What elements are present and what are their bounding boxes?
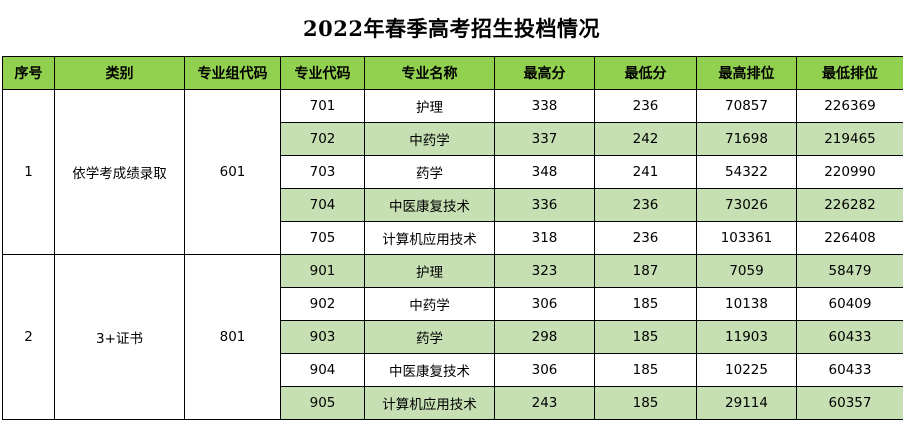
max-score-cell: 337 xyxy=(494,122,595,156)
max-score-cell: 348 xyxy=(494,155,595,189)
major-code-cell: 703 xyxy=(280,155,365,189)
group-category-cell: 3+证书 xyxy=(54,254,185,420)
max-score-cell: 306 xyxy=(494,287,595,321)
min-rank-cell: 60409 xyxy=(796,287,903,321)
header-max-rank: 最高排位 xyxy=(696,56,797,90)
header-min-score: 最低分 xyxy=(594,56,697,90)
max-rank-cell: 103361 xyxy=(696,221,797,255)
min-score-cell: 187 xyxy=(594,254,697,288)
header-row: 序号 类别 专业组代码 专业代码 专业名称 最高分 最低分 最高排位 最低排位 xyxy=(2,56,903,90)
major-name-cell: 药学 xyxy=(364,155,495,189)
major-name-cell: 中药学 xyxy=(364,122,495,156)
max-rank-cell: 71698 xyxy=(696,122,797,156)
header-index: 序号 xyxy=(2,56,55,90)
header-min-rank: 最低排位 xyxy=(796,56,903,90)
header-major-name: 专业名称 xyxy=(364,56,495,90)
max-rank-cell: 11903 xyxy=(696,320,797,354)
major-name-cell: 中医康复技术 xyxy=(364,353,495,387)
min-rank-cell: 226408 xyxy=(796,221,903,255)
min-rank-cell: 226369 xyxy=(796,89,903,123)
page-title: 2022年春季高考招生投档情况 xyxy=(303,16,600,41)
min-score-cell: 185 xyxy=(594,320,697,354)
major-name-cell: 护理 xyxy=(364,89,495,123)
table-row: 704 中医康复技术 336 236 73026 226282 xyxy=(3,188,903,222)
table-row: 904 中医康复技术 306 185 10225 60433 xyxy=(3,353,903,387)
max-score-cell: 318 xyxy=(494,221,595,255)
table-row: 702 中药学 337 242 71698 219465 xyxy=(3,122,903,156)
group-index-cell: 1 xyxy=(2,89,55,255)
major-name-cell: 计算机应用技术 xyxy=(364,221,495,255)
max-rank-cell: 7059 xyxy=(696,254,797,288)
max-rank-cell: 29114 xyxy=(696,386,797,420)
table-row: 705 计算机应用技术 318 236 103361 226408 xyxy=(3,221,903,255)
admission-table: 序号 类别 专业组代码 专业代码 专业名称 最高分 最低分 最高排位 最低排位 … xyxy=(2,56,903,420)
table-row: 905 计算机应用技术 243 185 29114 60357 xyxy=(3,386,903,420)
major-code-cell: 901 xyxy=(280,254,365,288)
header-major-code: 专业代码 xyxy=(280,56,365,90)
max-score-cell: 323 xyxy=(494,254,595,288)
major-code-cell: 903 xyxy=(280,320,365,354)
major-name-cell: 中医康复技术 xyxy=(364,188,495,222)
min-score-cell: 236 xyxy=(594,89,697,123)
group-code-cell: 801 xyxy=(184,254,281,420)
table-row: 903 药学 298 185 11903 60433 xyxy=(3,320,903,354)
max-rank-cell: 70857 xyxy=(696,89,797,123)
min-rank-cell: 219465 xyxy=(796,122,903,156)
table-row: 2 3+证书 801 901 护理 323 187 7059 58479 xyxy=(2,254,903,420)
min-score-cell: 236 xyxy=(594,221,697,255)
max-rank-cell: 10225 xyxy=(696,353,797,387)
min-rank-cell: 60357 xyxy=(796,386,903,420)
max-rank-cell: 54322 xyxy=(696,155,797,189)
min-rank-cell: 60433 xyxy=(796,320,903,354)
major-code-cell: 701 xyxy=(280,89,365,123)
min-rank-cell: 60433 xyxy=(796,353,903,387)
header-group-code: 专业组代码 xyxy=(184,56,281,90)
group-category-cell: 依学考成绩录取 xyxy=(54,89,185,255)
table-row: 1 依学考成绩录取 601 701 护理 338 236 70857 22636… xyxy=(2,89,903,255)
major-code-cell: 904 xyxy=(280,353,365,387)
min-score-cell: 236 xyxy=(594,188,697,222)
group-index-cell: 2 xyxy=(2,254,55,420)
min-score-cell: 185 xyxy=(594,287,697,321)
max-rank-cell: 10138 xyxy=(696,287,797,321)
max-rank-cell: 73026 xyxy=(696,188,797,222)
table-row: 703 药学 348 241 54322 220990 xyxy=(3,155,903,189)
max-score-cell: 336 xyxy=(494,188,595,222)
min-score-cell: 185 xyxy=(594,353,697,387)
group-code-cell: 601 xyxy=(184,89,281,255)
max-score-cell: 338 xyxy=(494,89,595,123)
major-name-cell: 计算机应用技术 xyxy=(364,386,495,420)
max-score-cell: 298 xyxy=(494,320,595,354)
major-name-cell: 中药学 xyxy=(364,287,495,321)
min-score-cell: 185 xyxy=(594,386,697,420)
min-score-cell: 242 xyxy=(594,122,697,156)
min-rank-cell: 58479 xyxy=(796,254,903,288)
major-name-cell: 药学 xyxy=(364,320,495,354)
max-score-cell: 243 xyxy=(494,386,595,420)
min-score-cell: 241 xyxy=(594,155,697,189)
max-score-cell: 306 xyxy=(494,353,595,387)
major-code-cell: 905 xyxy=(280,386,365,420)
major-code-cell: 705 xyxy=(280,221,365,255)
major-name-cell: 护理 xyxy=(364,254,495,288)
major-code-cell: 902 xyxy=(280,287,365,321)
major-code-cell: 702 xyxy=(280,122,365,156)
min-rank-cell: 226282 xyxy=(796,188,903,222)
min-rank-cell: 220990 xyxy=(796,155,903,189)
header-category: 类别 xyxy=(54,56,185,90)
major-code-cell: 704 xyxy=(280,188,365,222)
header-max-score: 最高分 xyxy=(494,56,595,90)
